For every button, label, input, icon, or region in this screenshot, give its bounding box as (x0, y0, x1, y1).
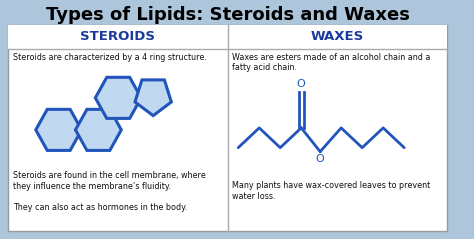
Text: WAXES: WAXES (311, 30, 364, 43)
FancyBboxPatch shape (8, 25, 228, 49)
FancyBboxPatch shape (228, 25, 447, 49)
Text: Steroids are characterized by a 4 ring structure.: Steroids are characterized by a 4 ring s… (13, 53, 207, 62)
Text: Waxes are esters made of an alcohol chain and a
fatty acid chain.: Waxes are esters made of an alcohol chai… (232, 53, 431, 72)
FancyBboxPatch shape (8, 25, 447, 231)
Text: Steroids are found in the cell membrane, where
they influence the membrane’s flu: Steroids are found in the cell membrane,… (13, 171, 206, 212)
Polygon shape (36, 109, 82, 150)
Polygon shape (135, 80, 171, 116)
Polygon shape (75, 109, 121, 150)
Text: Types of Lipids: Steroids and Waxes: Types of Lipids: Steroids and Waxes (46, 6, 410, 24)
Text: Many plants have wax-covered leaves to prevent
water loss.: Many plants have wax-covered leaves to p… (232, 181, 431, 201)
Text: STEROIDS: STEROIDS (81, 30, 155, 43)
Polygon shape (95, 77, 141, 118)
Text: O: O (297, 79, 306, 89)
Text: O: O (316, 154, 325, 164)
